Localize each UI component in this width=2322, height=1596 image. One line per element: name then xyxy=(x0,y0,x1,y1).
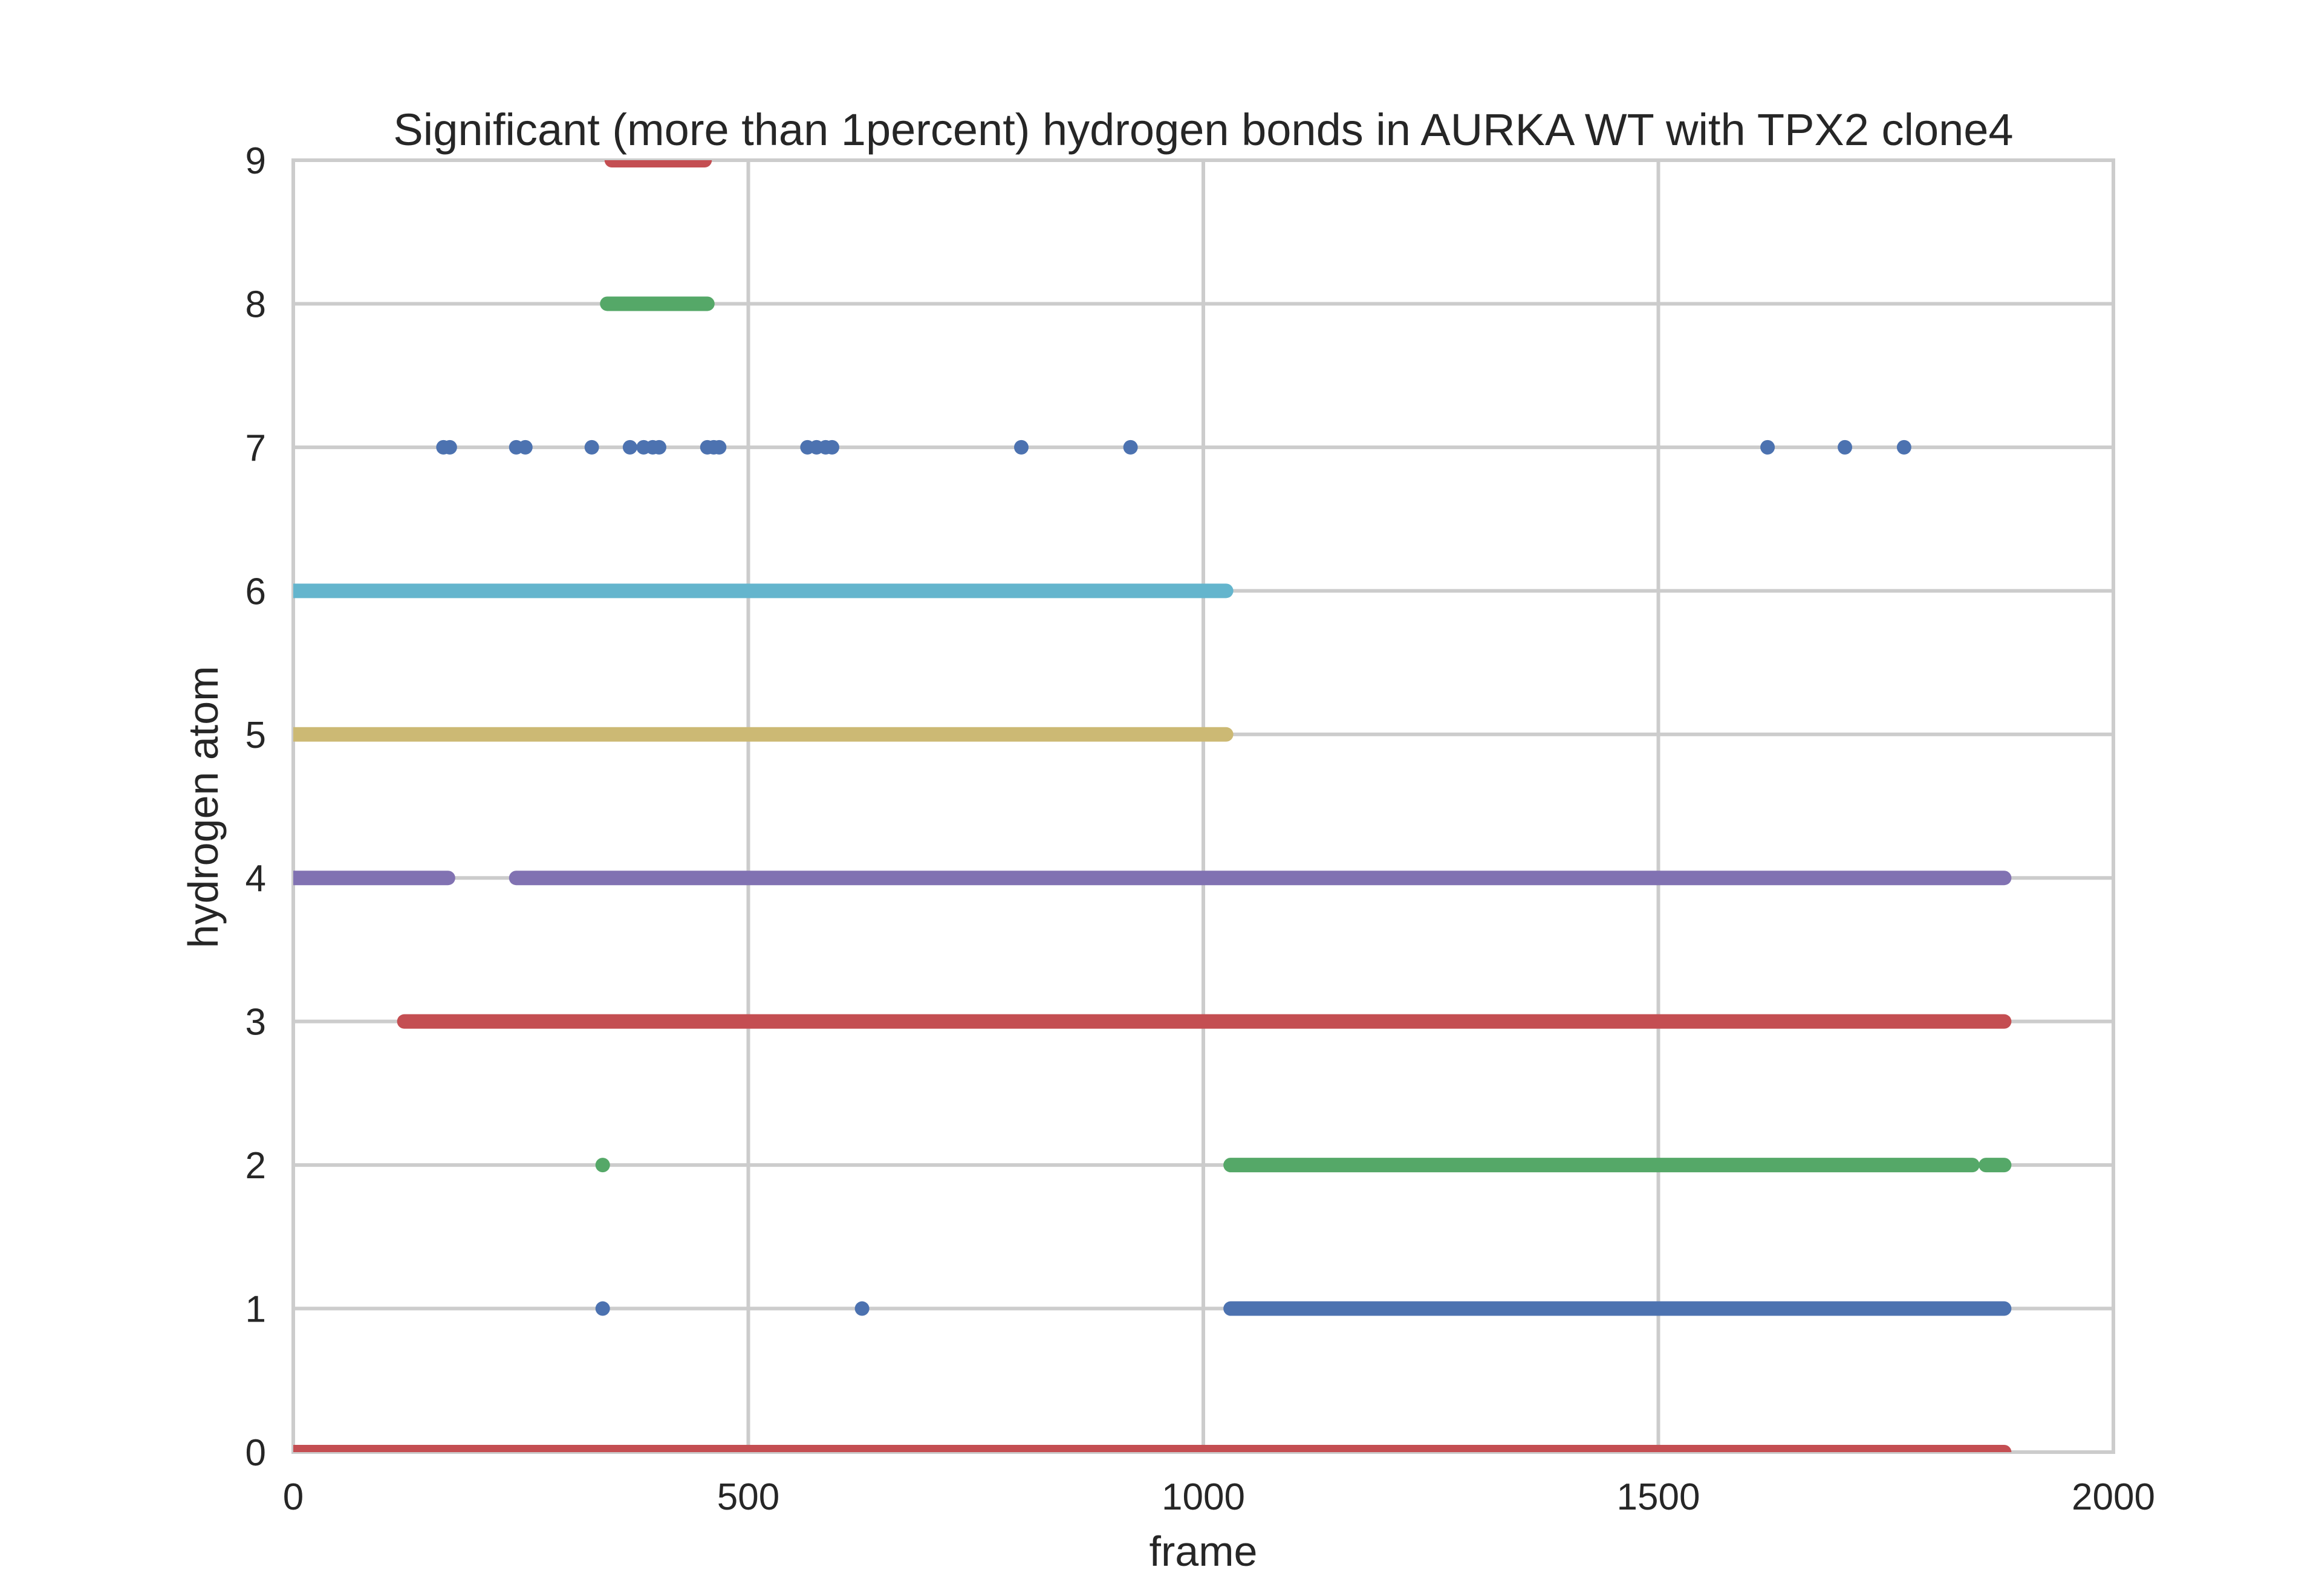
data-point xyxy=(1014,440,1029,455)
x-tick-label: 0 xyxy=(283,1476,304,1518)
y-tick-label: 1 xyxy=(246,1289,266,1331)
data-point xyxy=(622,440,637,455)
x-axis-label: frame xyxy=(1150,1528,1258,1575)
data-point xyxy=(652,440,667,455)
y-tick-label: 9 xyxy=(246,140,266,182)
data-point xyxy=(584,440,599,455)
data-series xyxy=(293,160,2012,1452)
data-point xyxy=(518,440,533,455)
y-tick-label: 0 xyxy=(246,1432,266,1474)
y-tick-label: 6 xyxy=(246,571,266,612)
data-point xyxy=(824,440,839,455)
x-tick-labels: 0 500 1000 1500 2000 xyxy=(283,1476,2155,1518)
y-axis-label: hydrogen atom xyxy=(180,666,227,949)
data-point xyxy=(442,440,457,455)
data-point xyxy=(1123,440,1138,455)
data-point xyxy=(1838,440,1853,455)
x-tick-label: 1500 xyxy=(1617,1476,1700,1518)
data-point xyxy=(1896,440,1911,455)
y-tick-label: 5 xyxy=(246,715,266,756)
x-tick-label: 1000 xyxy=(1162,1476,1245,1518)
y-tick-label: 4 xyxy=(246,858,266,900)
data-point xyxy=(595,1158,610,1173)
series-hbond-7 xyxy=(436,440,1911,455)
y-tick-labels: 0 1 2 3 4 5 6 7 8 9 xyxy=(246,140,266,1474)
x-tick-label: 2000 xyxy=(2072,1476,2155,1518)
x-tick-label: 500 xyxy=(717,1476,779,1518)
y-tick-label: 8 xyxy=(246,284,266,325)
y-tick-label: 2 xyxy=(246,1145,266,1187)
y-tick-label: 3 xyxy=(246,1002,266,1043)
series-hbond-2 xyxy=(595,1158,2012,1173)
series-hbond-1 xyxy=(595,1301,2012,1316)
chart-title: Significant (more than 1percent) hydroge… xyxy=(393,105,2013,155)
data-point xyxy=(712,440,727,455)
data-point xyxy=(854,1301,870,1316)
data-point xyxy=(1760,440,1775,455)
data-point xyxy=(595,1301,610,1316)
y-tick-label: 7 xyxy=(246,427,266,469)
